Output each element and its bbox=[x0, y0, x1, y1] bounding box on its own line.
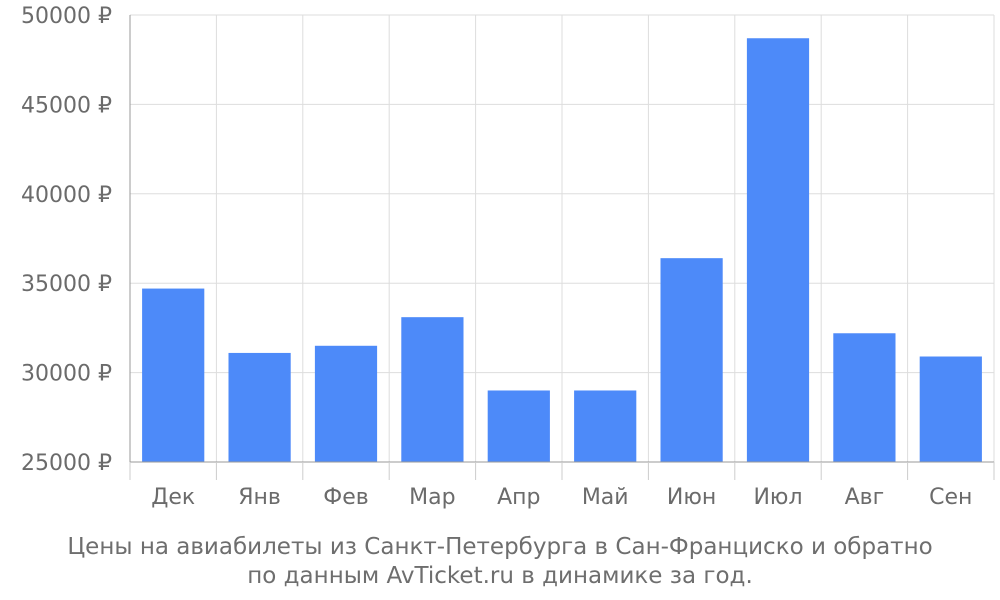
bar-Сен bbox=[919, 356, 982, 462]
y-tick-label: 40000 ₽ bbox=[21, 183, 112, 208]
y-tick-label: 30000 ₽ bbox=[21, 362, 112, 387]
y-tick-label: 25000 ₽ bbox=[21, 451, 112, 476]
y-tick-label: 35000 ₽ bbox=[21, 272, 112, 297]
bar-Июн bbox=[660, 258, 723, 462]
x-tick-label: Авг bbox=[845, 485, 885, 510]
x-tick-label: Янв bbox=[238, 485, 281, 510]
bar-Фев bbox=[314, 345, 378, 462]
caption-line-1: Цены на авиабилеты из Санкт-Петербурга в… bbox=[67, 534, 933, 560]
x-tick-label: Апр bbox=[497, 485, 540, 510]
y-axis-ticks: 25000 ₽ 30000 ₽ 35000 ₽ 40000 ₽ 45000 ₽ 50000… bbox=[21, 4, 112, 476]
y-tick-label: 45000 ₽ bbox=[21, 93, 112, 118]
x-tick-label: Июн bbox=[667, 485, 716, 510]
bar-chart: 25000 ₽ 30000 ₽ 35000 ₽ 40000 ₽ 45000 ₽ 50000… bbox=[21, 4, 995, 510]
bar-Мар bbox=[401, 317, 464, 462]
bar-Июл bbox=[746, 38, 810, 463]
bar-Авг bbox=[833, 333, 896, 462]
y-tick-label: 50000 ₽ bbox=[21, 4, 112, 29]
bars bbox=[142, 38, 982, 463]
x-tick-label: Дек bbox=[151, 485, 195, 510]
x-tick-label: Июл bbox=[753, 485, 802, 510]
x-tick-label: Сен bbox=[929, 485, 972, 510]
grid bbox=[129, 14, 995, 463]
bar-Май bbox=[574, 390, 637, 462]
x-tick-label: Май bbox=[582, 485, 629, 510]
x-axis-ticks: Дек Янв Фев Мар Апр Май Июн Июл Авг Сен bbox=[151, 485, 972, 510]
x-tick-label: Мар bbox=[409, 485, 455, 510]
bar-Апр bbox=[487, 390, 550, 462]
x-tick-label: Фев bbox=[323, 485, 368, 510]
axes bbox=[129, 15, 995, 480]
bar-Дек bbox=[142, 288, 205, 462]
bar-Янв bbox=[228, 352, 291, 462]
caption-line-2: по данным AvTicket.ru в динамике за год. bbox=[247, 563, 753, 589]
